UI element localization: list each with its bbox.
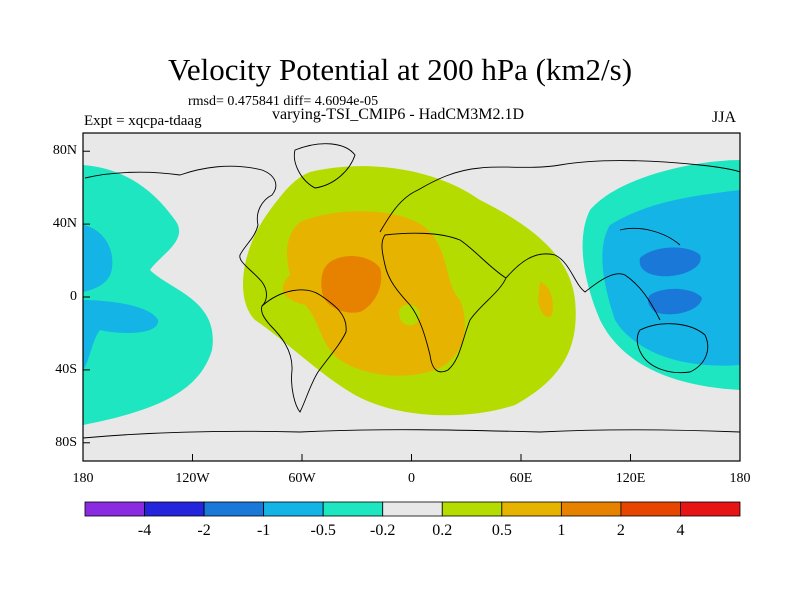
colorbar-swatch [322, 501, 384, 517]
colorbar-label: 4 [676, 522, 685, 539]
contour-neg05-east [602, 190, 740, 366]
colorbar-swatch [382, 501, 443, 517]
coast-north-america [84, 165, 277, 307]
colorbar-swatch [84, 501, 145, 517]
contour-neg02-west [83, 165, 213, 425]
contour-pos1 [321, 256, 382, 313]
colorbar-label: 0.2 [432, 522, 453, 539]
colorbar-swatch [441, 501, 503, 517]
coast-antarctica [83, 429, 740, 439]
coast-australia [636, 323, 709, 374]
contour-hole [399, 304, 420, 326]
coast-africa [381, 232, 507, 373]
lon-tick-label: 0 [408, 471, 415, 486]
colorbar-label: -0.2 [370, 522, 396, 539]
colorbar-label: 2 [616, 522, 625, 539]
colorbar-label: 0.5 [491, 522, 512, 539]
chart-title: Velocity Potential at 200 hPa (km2/s) [167, 52, 633, 87]
colorbar-label: -4 [137, 522, 152, 539]
subtitle-label: varying-TSI_CMIP6 - HadCM3M2.1D [272, 106, 524, 123]
lon-tick-label: 60E [509, 471, 533, 486]
map-ticks [82, 150, 741, 461]
lat-tick-label: 40S [55, 361, 77, 377]
lon-tick-label: 60W [288, 471, 316, 486]
colorbar-swatch [203, 501, 265, 517]
contour-neg1-east-2 [647, 288, 702, 315]
lon-tick-label: 120W [175, 471, 210, 486]
coast-south-america [261, 289, 347, 413]
stats-label: rmsd= 0.475841 diff= 4.6094e-05 [188, 94, 379, 109]
colorbar [84, 501, 741, 517]
contour-neg05-west-south [83, 300, 159, 370]
colorbar-swatch [144, 501, 205, 517]
contour-neg05-west [83, 225, 113, 292]
experiment-label: Expt = xqcpa-tdaag [84, 113, 202, 129]
coast-europe [379, 160, 740, 233]
colorbar-label: -0.5 [310, 522, 336, 539]
colorbar-label: -2 [197, 522, 211, 539]
colorbar-swatch [560, 501, 622, 517]
season-label: JJA [712, 109, 737, 126]
lat-tick-label: 0 [70, 289, 77, 304]
colorbar-label: -1 [256, 522, 271, 539]
colorbar-label: 1 [557, 522, 566, 539]
lon-tick-label: 180 [729, 471, 751, 486]
colorbar-swatch [620, 501, 681, 517]
contour-fields [83, 143, 740, 439]
lon-tick-label: 180 [72, 471, 94, 486]
lat-tick-label: 80S [55, 434, 77, 450]
coast-asia [505, 227, 681, 321]
coast-greenland [293, 143, 356, 189]
lat-tick-label: 40N [52, 216, 77, 232]
contour-neg1-east [639, 247, 701, 277]
coastlines [83, 143, 740, 439]
lat-tick-label: 80N [52, 143, 77, 159]
lon-tick-label: 120E [615, 471, 646, 486]
colorbar-swatch [263, 501, 324, 517]
contour-pos05-east [538, 282, 553, 317]
colorbar-swatch [501, 501, 562, 517]
colorbar-swatch [680, 501, 741, 517]
